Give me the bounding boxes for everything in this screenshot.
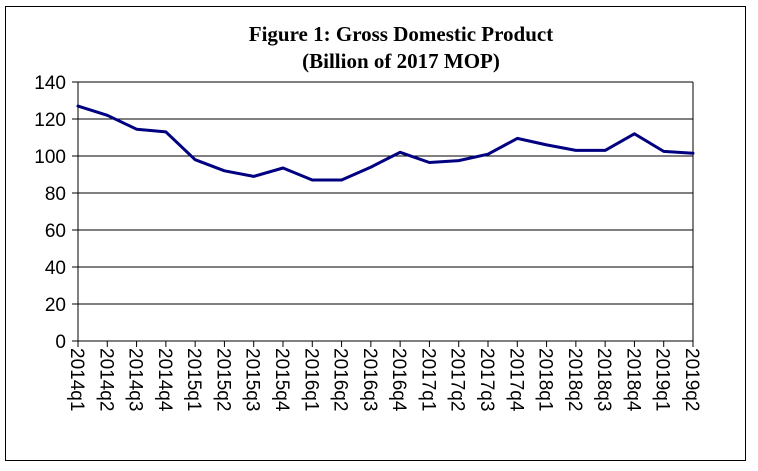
chart-subtitle: (Billion of 2017 MOP) [302, 49, 500, 73]
series-layer [76, 104, 695, 182]
x-tick-label: 2018q4 [622, 348, 643, 412]
data-point [574, 149, 578, 152]
x-tick-label: 2014q2 [95, 348, 116, 411]
x-tick-label: 2017q4 [505, 348, 526, 412]
data-point [516, 137, 519, 140]
y-tick-label: 0 [55, 332, 66, 353]
data-point [193, 158, 197, 161]
x-tick-label: 2015q3 [242, 348, 263, 411]
x-tick-label: 2016q1 [300, 348, 321, 411]
x-tick-label: 2016q2 [330, 348, 351, 411]
x-tick-label: 2015q4 [271, 348, 292, 412]
chart-frame: Figure 1: Gross Domestic Product (Billio… [5, 6, 746, 461]
x-tick-label: 2018q1 [535, 348, 556, 411]
data-point [662, 150, 665, 153]
y-tick-label: 80 [45, 184, 66, 205]
x-tick-label: 2018q3 [593, 348, 614, 411]
data-point [603, 149, 607, 152]
data-point [252, 175, 255, 178]
x-tick-labels: 2014q1 2014q2 2014q3 2014q4 2015q1 2015q2 2015… [66, 348, 702, 412]
x-tick-label: 2017q1 [417, 348, 438, 411]
gridlines [78, 81, 693, 305]
data-point [428, 161, 431, 164]
y-tick-label: 60 [45, 221, 66, 242]
x-tick-label: 2019q1 [652, 348, 673, 411]
y-tick-label: 100 [34, 147, 66, 168]
x-tick-label: 2016q3 [359, 348, 380, 411]
y-tick-label: 140 [34, 73, 66, 94]
data-point [545, 143, 548, 147]
x-tick-label: 2015q2 [212, 348, 233, 411]
data-point [398, 151, 402, 154]
series-line-gdp [76, 104, 695, 182]
axes [72, 81, 694, 347]
line-chart: Figure 1: Gross Domestic Product (Billio… [34, 22, 702, 412]
y-tick-label: 40 [45, 258, 66, 279]
x-tick-label: 2014q1 [66, 348, 87, 411]
x-tick-label: 2017q3 [476, 348, 497, 411]
data-point [106, 114, 109, 117]
x-tick-label: 2017q2 [447, 348, 468, 411]
x-tick-label: 2019q2 [681, 348, 702, 411]
data-point [691, 152, 695, 155]
chart-title: Figure 1: Gross Domestic Product [249, 22, 553, 46]
x-tick-label: 2014q4 [154, 348, 175, 412]
x-tick-label: 2016q4 [388, 348, 409, 412]
data-point [76, 104, 80, 108]
data-point [281, 166, 285, 170]
data-point [135, 127, 138, 131]
data-point [369, 165, 373, 169]
x-tick-label: 2014q3 [125, 348, 146, 411]
x-tick-label: 2015q1 [183, 348, 204, 411]
y-tick-labels: 0 20 40 60 80 100 120 140 [34, 73, 66, 353]
data-point [486, 152, 490, 156]
y-tick-label: 20 [45, 295, 66, 316]
data-point [311, 178, 314, 182]
data-point [457, 159, 460, 162]
x-tick-label: 2018q2 [564, 348, 585, 411]
data-point [340, 178, 343, 182]
y-tick-label: 120 [34, 110, 66, 131]
data-point [223, 169, 226, 172]
data-point [633, 132, 636, 135]
data-point [164, 130, 168, 134]
